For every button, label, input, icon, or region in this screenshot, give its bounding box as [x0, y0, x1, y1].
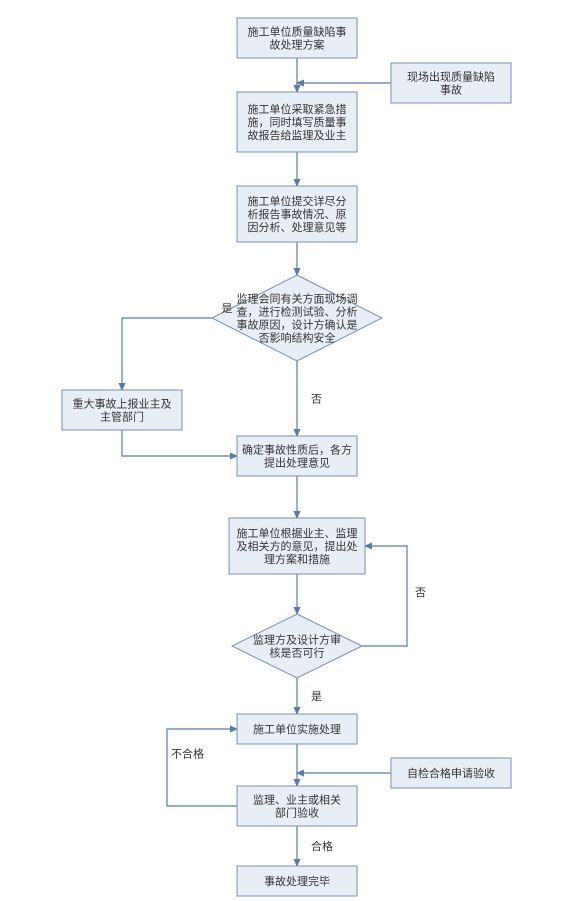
- svg-text:故处理方案: 故处理方案: [270, 38, 325, 52]
- svg-text:监理、业主或相关: 监理、业主或相关: [253, 793, 341, 807]
- svg-text:主管部门: 主管部门: [100, 410, 144, 424]
- flow-node-n1: 施工单位质量缺陷事故处理方案: [237, 18, 357, 58]
- svg-text:否影响结构安全: 否影响结构安全: [259, 331, 336, 345]
- edge-label: 不合格: [171, 747, 204, 761]
- svg-text:施工单位质量缺陷事: 施工单位质量缺陷事: [248, 25, 347, 39]
- flow-node-n7: 监理、业主或相关部门验收: [237, 786, 357, 826]
- edge-label: 否: [415, 587, 426, 599]
- svg-text:事故: 事故: [440, 83, 462, 97]
- edge-label: 合格: [311, 839, 333, 853]
- svg-text:施工单位根据业主、监理: 施工单位根据业主、监理: [237, 526, 358, 540]
- svg-text:监理方及设计方审: 监理方及设计方审: [253, 633, 341, 647]
- flow-node-side_top: 现场出现质量缺陷事故: [391, 63, 511, 103]
- flow-node-n2: 施工单位采取紧急措施，同时填写质量事故报告给监理及业主: [237, 92, 357, 152]
- svg-text:部门验收: 部门验收: [275, 806, 319, 820]
- svg-text:施工单位提交详尽分: 施工单位提交详尽分: [248, 194, 347, 208]
- edge-d2-no: [362, 546, 407, 646]
- svg-text:监理会同有关方面现场调: 监理会同有关方面现场调: [237, 292, 358, 306]
- svg-text:事故原因，设计方确认是: 事故原因，设计方确认是: [237, 318, 358, 332]
- flow-node-d2: 监理方及设计方审核是否可行: [232, 614, 362, 678]
- flow-node-nL1: 重大事故上报业主及主管部门: [62, 390, 182, 430]
- svg-text:因分析、处理意见等: 因分析、处理意见等: [248, 220, 347, 234]
- flow-node-n6: 施工单位实施处理: [237, 714, 357, 744]
- edge-n7-fail: [167, 729, 237, 806]
- svg-text:自检合格申请验收: 自检合格申请验收: [407, 766, 495, 780]
- flow-node-n4: 确定事故性质后，各方提出处理意见: [237, 436, 357, 476]
- edge-label: 是: [311, 690, 322, 703]
- edge-d1-yes: [122, 318, 212, 390]
- svg-text:施工单位采取紧急措: 施工单位采取紧急措: [248, 102, 347, 116]
- edge-label: 否: [311, 394, 322, 406]
- flow-node-n3: 施工单位提交详尽分析报告事故情况、原因分析、处理意见等: [237, 186, 357, 242]
- edge-nL1-n4: [122, 430, 237, 456]
- edge-label: 是: [222, 302, 233, 315]
- svg-text:核是否可行: 核是否可行: [270, 646, 325, 660]
- svg-text:提出处理意见: 提出处理意见: [264, 456, 330, 470]
- svg-text:析报告事故情况、原: 析报告事故情况、原: [248, 207, 347, 221]
- svg-text:理方案和措施: 理方案和措施: [264, 552, 330, 566]
- svg-text:确定事故性质后，各方: 确定事故性质后，各方: [242, 443, 352, 457]
- flow-node-side_bot: 自检合格申请验收: [391, 758, 511, 788]
- svg-text:施工单位实施处理: 施工单位实施处理: [253, 722, 341, 736]
- svg-text:重大事故上报业主及: 重大事故上报业主及: [73, 397, 172, 411]
- flow-node-n5: 施工单位根据业主、监理及相关方的意见，提出处理方案和措施: [229, 518, 365, 574]
- svg-text:事故处理完毕: 事故处理完毕: [264, 874, 330, 888]
- svg-text:查，进行检测试验、分析: 查，进行检测试验、分析: [237, 305, 358, 319]
- flow-node-n8: 事故处理完毕: [237, 866, 357, 896]
- flow-node-d1: 监理会同有关方面现场调查，进行检测试验、分析事故原因，设计方确认是否影响结构安全: [212, 275, 382, 361]
- svg-text:现场出现质量缺陷: 现场出现质量缺陷: [407, 70, 495, 84]
- svg-text:故报告给监理及业主: 故报告给监理及业主: [248, 128, 347, 142]
- svg-text:施，同时填写质量事: 施，同时填写质量事: [248, 115, 347, 129]
- svg-text:及相关方的意见，提出处: 及相关方的意见，提出处: [237, 539, 358, 553]
